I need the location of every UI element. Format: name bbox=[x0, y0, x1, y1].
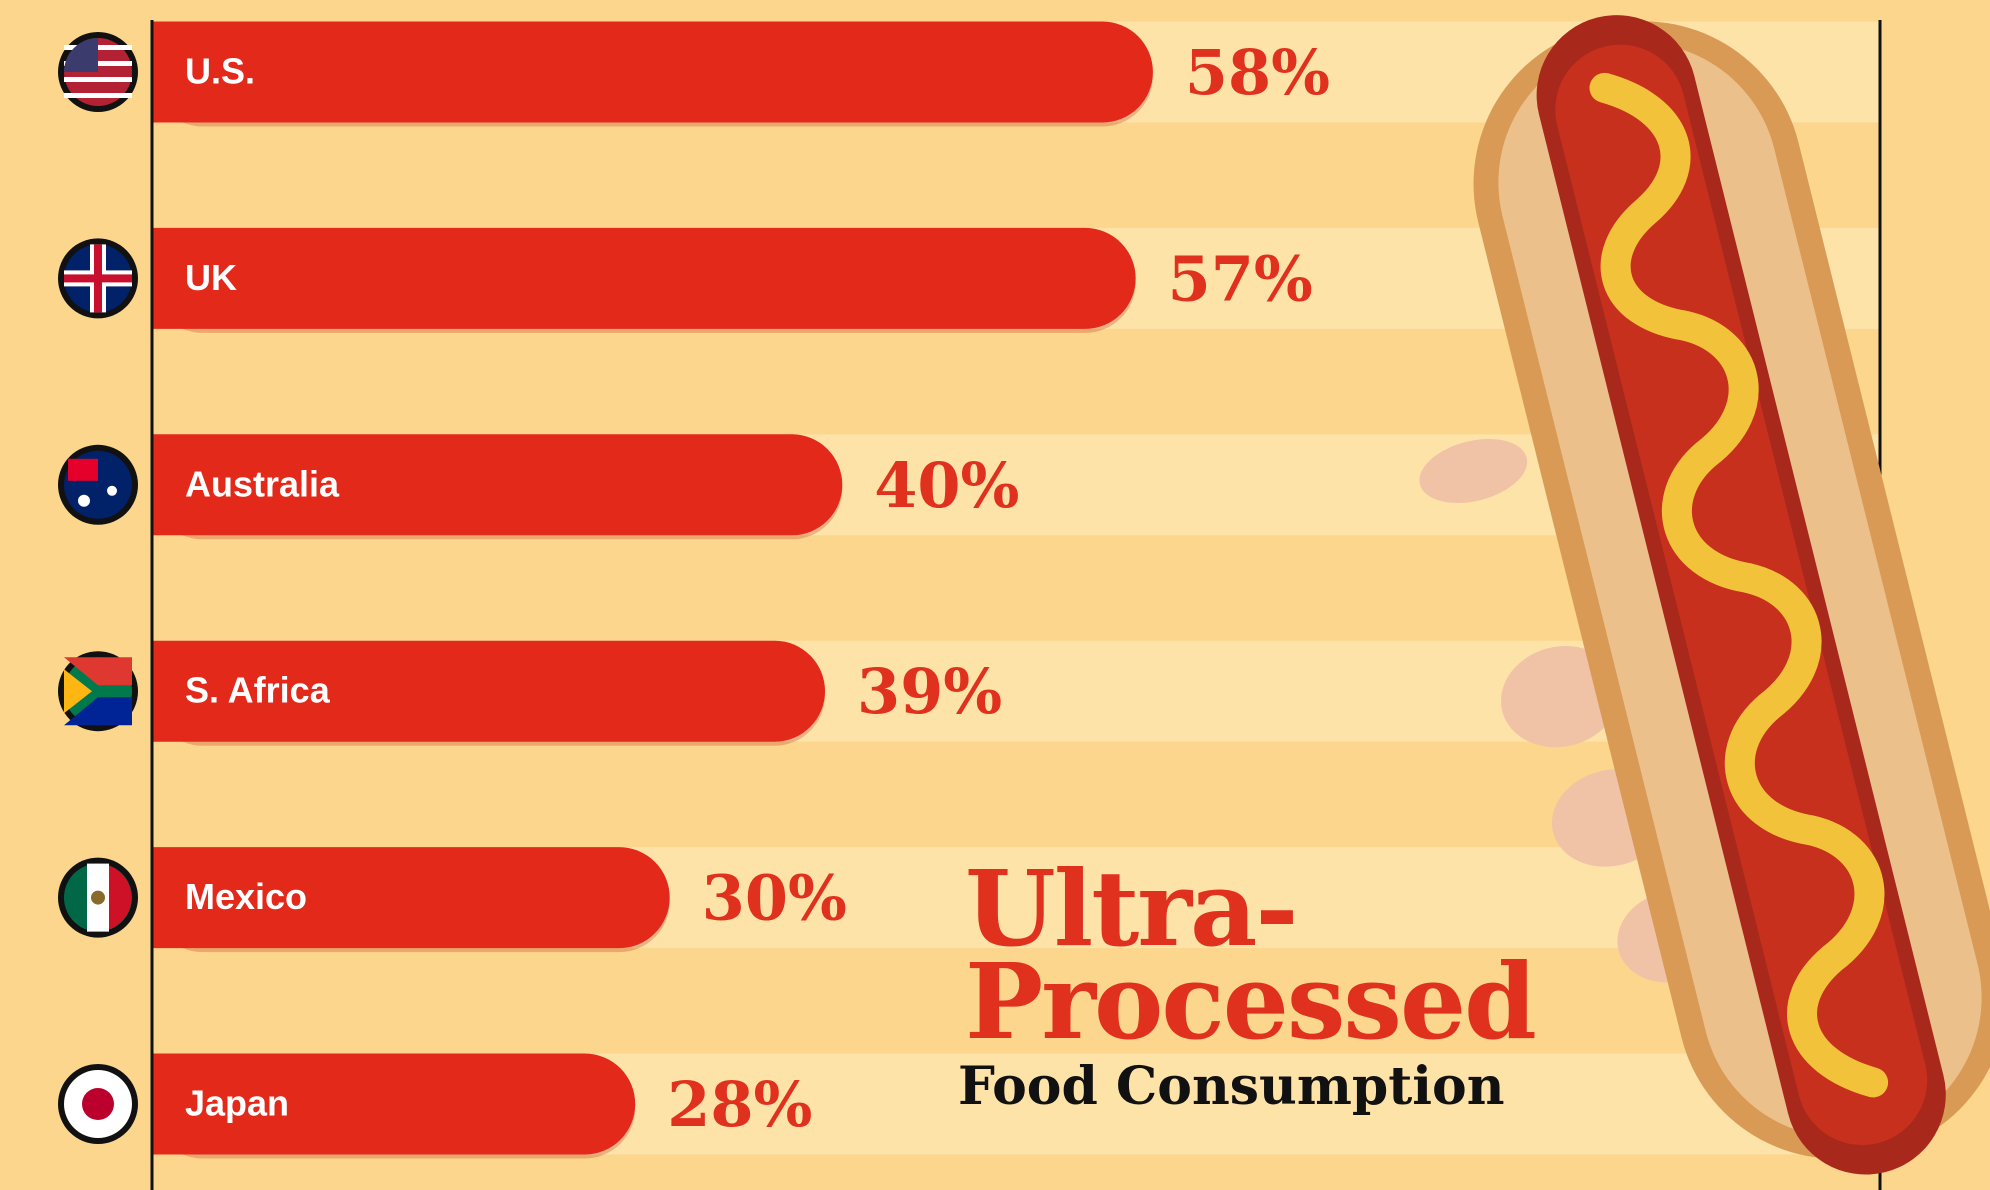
flag-cross bbox=[64, 274, 132, 283]
finger bbox=[1500, 645, 1620, 748]
bar bbox=[152, 21, 1153, 123]
title-line: Processed bbox=[965, 940, 1535, 1063]
bar bbox=[152, 227, 1136, 329]
value-label: 40% bbox=[874, 449, 1019, 522]
flag-stripe bbox=[64, 93, 132, 98]
bar bbox=[152, 1053, 636, 1155]
flag-emblem bbox=[91, 890, 105, 905]
flag-disc bbox=[82, 1088, 114, 1120]
category-label: Japan bbox=[185, 1083, 289, 1124]
mustard bbox=[1589, 72, 1889, 1098]
hot-dog bbox=[1419, 15, 1990, 1175]
value-label: 28% bbox=[667, 1068, 812, 1141]
flag-canton bbox=[64, 38, 98, 72]
value-label: 30% bbox=[702, 862, 847, 935]
flag-band bbox=[109, 865, 132, 930]
category-label: Mexico bbox=[185, 876, 307, 917]
flag-canton bbox=[68, 458, 98, 481]
title-line: Ultra- bbox=[965, 847, 1297, 970]
value-label: 58% bbox=[1185, 36, 1330, 109]
category-label: U.S. bbox=[185, 51, 255, 92]
flag-star bbox=[107, 485, 117, 496]
flag-stripe bbox=[64, 77, 132, 82]
bars: U.S. 58% UK 57% Australia 40% S. Africa 39% Mexi… bbox=[152, 21, 1330, 1159]
flags bbox=[58, 32, 138, 1144]
category-label: S. Africa bbox=[185, 670, 331, 711]
finger bbox=[1419, 438, 1528, 503]
bar bbox=[152, 847, 670, 949]
bar bbox=[152, 434, 843, 536]
subtitle: Food Consumption bbox=[958, 1056, 1505, 1117]
value-label: 39% bbox=[857, 655, 1002, 728]
flag-star bbox=[78, 494, 90, 507]
bar bbox=[152, 640, 826, 742]
category-label: Australia bbox=[185, 463, 340, 504]
value-label: 57% bbox=[1168, 242, 1313, 315]
flag-band bbox=[64, 657, 132, 686]
category-label: UK bbox=[185, 257, 237, 298]
flag-band bbox=[64, 697, 132, 726]
flag-band bbox=[64, 669, 92, 714]
